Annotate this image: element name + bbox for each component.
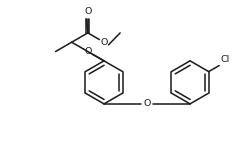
Text: O: O	[143, 99, 150, 108]
Text: O: O	[84, 47, 91, 56]
Text: O: O	[84, 7, 91, 16]
Text: O: O	[100, 38, 107, 47]
Text: Cl: Cl	[220, 55, 229, 64]
